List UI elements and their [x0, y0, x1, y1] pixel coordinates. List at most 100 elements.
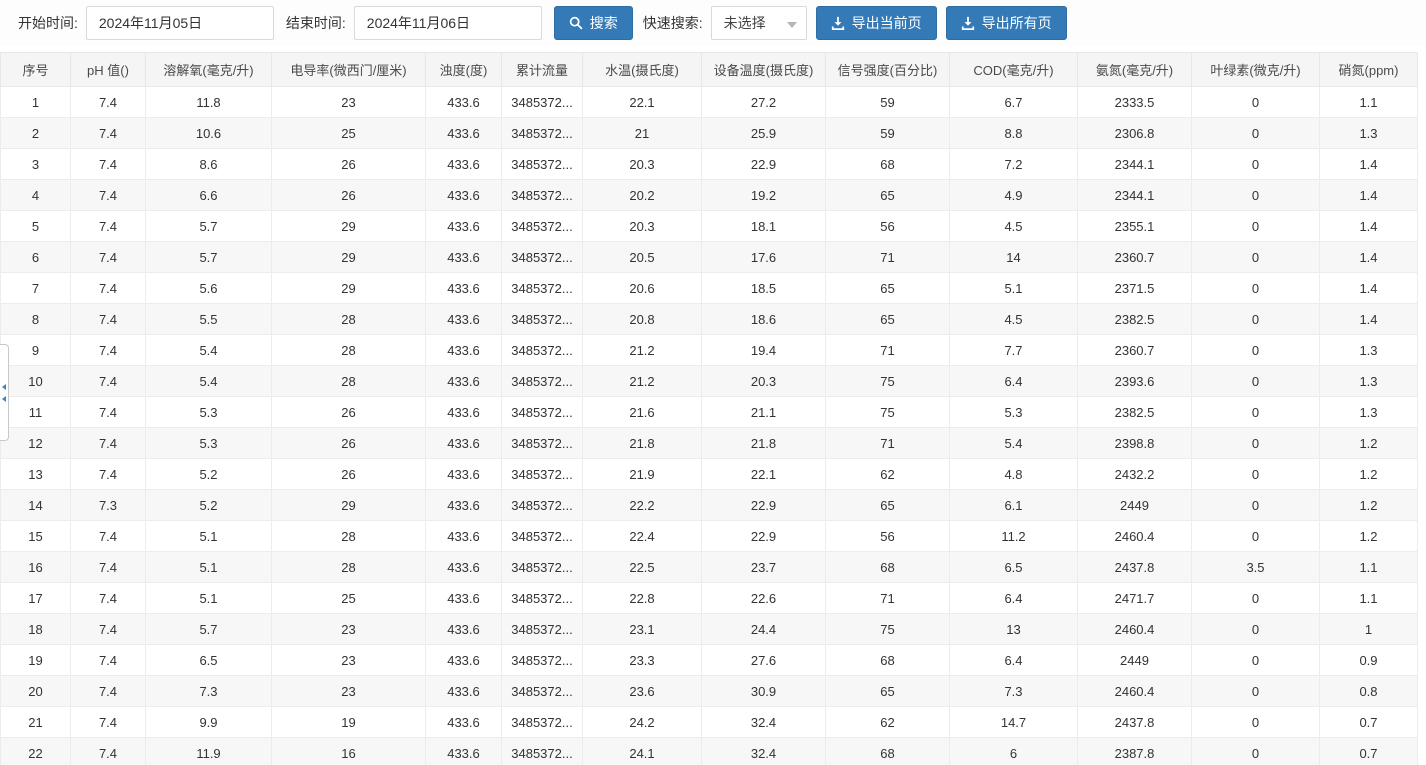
table-cell: 23.1	[582, 613, 702, 645]
column-header: 溶解氧(毫克/升)	[145, 52, 272, 87]
table-cell: 22.4	[582, 520, 702, 552]
table-row[interactable]: 21 7.4 9.9 19 433.6 3485372... 24.2 32.4 62 14.7 2…	[0, 706, 1418, 738]
table-row[interactable]: 19 7.4 6.5 23 433.6 3485372... 23.3 27.6 68 6.4 24…	[0, 644, 1418, 676]
end-time-input[interactable]	[353, 6, 542, 40]
table-cell: 3485372...	[501, 334, 583, 366]
quick-search-select[interactable]: 未选择	[710, 6, 807, 40]
table-row[interactable]: 16 7.4 5.1 28 433.6 3485372... 22.5 23.7 68 6.5 24…	[0, 551, 1418, 583]
column-header: 叶绿素(微克/升)	[1191, 52, 1320, 87]
export-all-pages-button[interactable]: 导出所有页	[945, 6, 1067, 40]
table-cell: 4.5	[949, 303, 1078, 335]
table-cell: 2355.1	[1077, 210, 1192, 242]
chevron-down-icon	[786, 22, 797, 28]
table-cell: 0	[1191, 613, 1320, 645]
sidebar-collapse-handle[interactable]	[0, 344, 9, 441]
export-current-page-button[interactable]: 导出当前页	[815, 6, 937, 40]
table-cell: 0	[1191, 210, 1320, 242]
table-cell: 22.1	[701, 458, 826, 490]
table-cell: 8.8	[949, 117, 1078, 149]
table-cell: 19.4	[701, 334, 826, 366]
table-cell: 28	[271, 551, 426, 583]
table-cell: 433.6	[425, 179, 502, 211]
table-cell: 25	[271, 117, 426, 149]
table-cell: 16	[0, 551, 71, 583]
start-time-input[interactable]	[85, 6, 274, 40]
table-cell: 26	[271, 396, 426, 428]
table-cell: 68	[825, 148, 950, 180]
table-cell: 28	[271, 303, 426, 335]
table-cell: 22.9	[701, 520, 826, 552]
table-area: 序号 pH 值() 溶解氧(毫克/升) 电导率(微西门/厘米) 浊度(度) 累计流量 水温(…	[0, 52, 1426, 765]
table-cell: 7.4	[70, 427, 146, 459]
table-cell: 28	[271, 365, 426, 397]
table-cell: 9.9	[145, 706, 272, 738]
table-cell: 1.2	[1319, 458, 1418, 490]
table-cell: 23.6	[582, 675, 702, 707]
table-row[interactable]: 10 7.4 5.4 28 433.6 3485372... 21.2 20.3 75 6.4 23…	[0, 365, 1418, 397]
table-cell: 11.9	[145, 737, 272, 765]
search-button[interactable]: 搜索	[553, 6, 633, 40]
table-cell: 22.9	[701, 489, 826, 521]
table-row[interactable]: 20 7.4 7.3 23 433.6 3485372... 23.6 30.9 65 7.3 24…	[0, 675, 1418, 707]
table-cell: 21.2	[582, 334, 702, 366]
table-cell: 0	[1191, 272, 1320, 304]
table-cell: 5.1	[145, 520, 272, 552]
table-row[interactable]: 11 7.4 5.3 26 433.6 3485372... 21.6 21.1 75 5.3 23…	[0, 396, 1418, 428]
table-row[interactable]: 6 7.4 5.7 29 433.6 3485372... 20.5 17.6 71 14 2360…	[0, 241, 1418, 273]
table-cell: 2333.5	[1077, 86, 1192, 118]
table-row[interactable]: 4 7.4 6.6 26 433.6 3485372... 20.2 19.2 65 4.9 234…	[0, 179, 1418, 211]
table-cell: 25.9	[701, 117, 826, 149]
table-row[interactable]: 2 7.4 10.6 25 433.6 3485372... 21 25.9 59 8.8 2306…	[0, 117, 1418, 149]
table-cell: 0	[1191, 489, 1320, 521]
table-cell: 23.7	[701, 551, 826, 583]
table-cell: 5.7	[145, 241, 272, 273]
table-row[interactable]: 15 7.4 5.1 28 433.6 3485372... 22.4 22.9 56 11.2 2…	[0, 520, 1418, 552]
column-header: 电导率(微西门/厘米)	[271, 52, 426, 87]
table-row[interactable]: 1 7.4 11.8 23 433.6 3485372... 22.1 27.2 59 6.7 23…	[0, 86, 1418, 118]
table-cell: 2398.8	[1077, 427, 1192, 459]
table-cell: 56	[825, 520, 950, 552]
table-cell: 20.2	[582, 179, 702, 211]
table-cell: 433.6	[425, 117, 502, 149]
table-cell: 2344.1	[1077, 179, 1192, 211]
column-header: COD(毫克/升)	[949, 52, 1078, 87]
table-row[interactable]: 18 7.4 5.7 23 433.6 3485372... 23.1 24.4 75 13 246…	[0, 613, 1418, 645]
table-row[interactable]: 8 7.4 5.5 28 433.6 3485372... 20.8 18.6 65 4.5 238…	[0, 303, 1418, 335]
table-cell: 2382.5	[1077, 303, 1192, 335]
table-cell: 433.6	[425, 210, 502, 242]
table-cell: 0	[1191, 117, 1320, 149]
table-cell: 433.6	[425, 644, 502, 676]
table-row[interactable]: 3 7.4 8.6 26 433.6 3485372... 20.3 22.9 68 7.2 234…	[0, 148, 1418, 180]
table-cell: 1.2	[1319, 520, 1418, 552]
table-cell: 6.4	[949, 365, 1078, 397]
table-cell: 433.6	[425, 706, 502, 738]
table-cell: 21	[0, 706, 71, 738]
table-cell: 0	[1191, 644, 1320, 676]
table-cell: 15	[0, 520, 71, 552]
table-cell: 5.1	[949, 272, 1078, 304]
table-row[interactable]: 5 7.4 5.7 29 433.6 3485372... 20.3 18.1 56 4.5 235…	[0, 210, 1418, 242]
table-row[interactable]: 13 7.4 5.2 26 433.6 3485372... 21.9 22.1 62 4.8 24…	[0, 458, 1418, 490]
table-cell: 65	[825, 179, 950, 211]
table-cell: 3485372...	[501, 551, 583, 583]
table-row[interactable]: 14 7.3 5.2 29 433.6 3485372... 22.2 22.9 65 6.1 24…	[0, 489, 1418, 521]
table-row[interactable]: 22 7.4 11.9 16 433.6 3485372... 24.1 32.4 68 6 238…	[0, 737, 1418, 765]
table-cell: 3485372...	[501, 613, 583, 645]
table-cell: 3485372...	[501, 303, 583, 335]
table-cell: 5.3	[949, 396, 1078, 428]
table-row[interactable]: 12 7.4 5.3 26 433.6 3485372... 21.8 21.8 71 5.4 23…	[0, 427, 1418, 459]
table-cell: 68	[825, 551, 950, 583]
table-cell: 59	[825, 86, 950, 118]
table-cell: 20.3	[701, 365, 826, 397]
table-row[interactable]: 9 7.4 5.4 28 433.6 3485372... 21.2 19.4 71 7.7 236…	[0, 334, 1418, 366]
table-row[interactable]: 7 7.4 5.6 29 433.6 3485372... 20.6 18.5 65 5.1 237…	[0, 272, 1418, 304]
table-cell: 29	[271, 489, 426, 521]
table-cell: 11.8	[145, 86, 272, 118]
table-cell: 25	[271, 582, 426, 614]
table-cell: 21.6	[582, 396, 702, 428]
table-cell: 3485372...	[501, 737, 583, 765]
table-cell: 7.7	[949, 334, 1078, 366]
table-cell: 1.4	[1319, 303, 1418, 335]
table-row[interactable]: 17 7.4 5.1 25 433.6 3485372... 22.8 22.6 71 6.4 24…	[0, 582, 1418, 614]
table-cell: 6.4	[949, 582, 1078, 614]
